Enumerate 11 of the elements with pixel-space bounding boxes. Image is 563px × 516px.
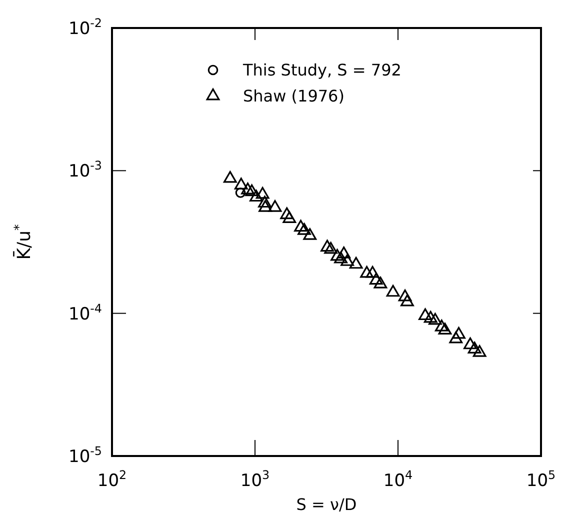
y-tick-label: 10$^{-2}$ [68, 16, 102, 39]
x-tick-label: 10$^{2}$ [97, 468, 127, 491]
y-tick-label: 10$^{-4}$ [68, 301, 102, 324]
x-tick-label: 10$^{3}$ [240, 468, 270, 491]
y-tick-label: 10$^{-3}$ [68, 158, 102, 182]
x-axis-title: S = ν/D [296, 495, 357, 514]
x-tick-label: 10$^{5}$ [526, 468, 556, 491]
x-tick-label: 10$^{4}$ [383, 468, 413, 491]
y-tick-label: 10$^{-5}$ [68, 444, 102, 467]
legend-label: This Study, S = 792 [242, 60, 402, 80]
legend-label: Shaw (1976) [243, 86, 344, 106]
